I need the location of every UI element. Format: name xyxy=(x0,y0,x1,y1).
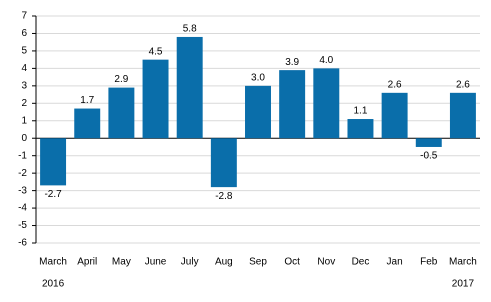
value-label: -0.5 xyxy=(420,151,438,162)
x-tick-label: June xyxy=(145,257,167,268)
bar xyxy=(176,36,203,139)
value-label: 4.0 xyxy=(319,55,333,66)
x-tick-label: Dec xyxy=(352,257,370,268)
bar xyxy=(381,92,408,139)
y-tick-label: 4 xyxy=(21,63,27,74)
value-label: 1.7 xyxy=(80,95,94,106)
y-tick-label: 6 xyxy=(21,28,27,39)
bar xyxy=(415,138,442,147)
bar xyxy=(40,138,67,186)
bar xyxy=(210,138,237,188)
x-tick-label: March xyxy=(39,257,67,268)
value-label: 2.6 xyxy=(388,79,402,90)
x-tick-label: Jan xyxy=(387,257,403,268)
bar xyxy=(74,108,101,139)
value-label: 2.9 xyxy=(114,74,128,85)
x-tick-label: May xyxy=(112,257,131,268)
value-label: 4.5 xyxy=(149,46,163,57)
bar xyxy=(142,59,169,139)
value-label: -2.8 xyxy=(215,191,233,202)
y-tick-label: 3 xyxy=(21,80,27,91)
bar xyxy=(108,87,135,139)
y-tick-label: -3 xyxy=(18,185,27,196)
bar xyxy=(313,68,340,139)
value-label: 5.8 xyxy=(183,24,197,35)
x-tick-label: Nov xyxy=(317,257,335,268)
x-tick-label: Sep xyxy=(249,257,267,268)
y-tick-label: 1 xyxy=(21,115,27,126)
bar xyxy=(449,92,476,139)
value-label: 1.1 xyxy=(354,106,368,117)
x-tick-label: Feb xyxy=(420,257,438,268)
bar xyxy=(245,85,271,139)
y-tick-label: -5 xyxy=(18,220,27,231)
y-tick-label: 5 xyxy=(21,46,27,57)
y-tick-label: -4 xyxy=(18,203,27,214)
bar xyxy=(347,119,374,139)
y-tick-label: -6 xyxy=(18,238,27,249)
y-tick-label: -2 xyxy=(18,168,27,179)
x-tick-label: April xyxy=(77,257,97,268)
x-tick-label: Aug xyxy=(215,257,233,268)
x-tick-label: March xyxy=(449,257,477,268)
bar xyxy=(279,70,306,139)
x-tick-label: July xyxy=(181,257,199,268)
y-tick-label: 7 xyxy=(21,11,27,22)
value-label: 2.6 xyxy=(456,79,470,90)
x-tick-label: Oct xyxy=(284,257,300,268)
value-label: 3.0 xyxy=(251,72,265,83)
year-label: 2017 xyxy=(452,279,475,290)
y-tick-label: -1 xyxy=(18,150,27,161)
value-label: -2.7 xyxy=(44,189,62,200)
y-tick-label: 0 xyxy=(21,133,27,144)
y-tick-label: 2 xyxy=(21,98,27,109)
year-label: 2016 xyxy=(42,279,65,290)
value-label: 3.9 xyxy=(285,57,299,68)
